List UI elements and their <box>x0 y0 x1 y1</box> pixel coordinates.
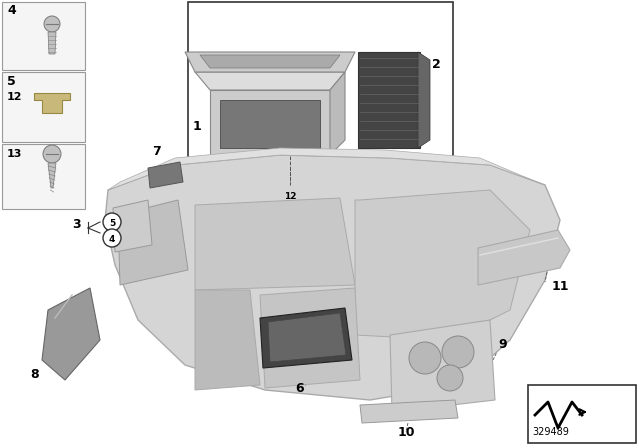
Polygon shape <box>200 55 340 68</box>
Bar <box>188 2 453 167</box>
Polygon shape <box>330 72 345 155</box>
Text: 5: 5 <box>109 219 115 228</box>
Polygon shape <box>355 190 530 340</box>
Bar <box>528 385 636 443</box>
Polygon shape <box>195 198 355 290</box>
Polygon shape <box>195 72 345 90</box>
Text: 13: 13 <box>7 149 22 159</box>
Text: 10: 10 <box>398 426 415 439</box>
Circle shape <box>437 365 463 391</box>
Circle shape <box>409 342 441 374</box>
Polygon shape <box>260 308 352 368</box>
Bar <box>2 2 85 70</box>
Text: 8: 8 <box>30 368 38 381</box>
Polygon shape <box>358 52 420 148</box>
Polygon shape <box>105 155 560 400</box>
Text: 1: 1 <box>193 120 202 133</box>
Polygon shape <box>390 320 495 412</box>
Text: 329489: 329489 <box>532 427 569 437</box>
Bar <box>2 144 85 209</box>
Polygon shape <box>418 52 430 148</box>
Circle shape <box>278 210 302 234</box>
Polygon shape <box>34 93 70 113</box>
Text: 13: 13 <box>284 219 296 228</box>
Circle shape <box>43 145 61 163</box>
Polygon shape <box>220 100 320 148</box>
Polygon shape <box>210 90 330 155</box>
Circle shape <box>103 229 121 247</box>
Circle shape <box>442 336 474 368</box>
Polygon shape <box>478 230 570 285</box>
Text: 12: 12 <box>7 92 22 102</box>
Text: 2: 2 <box>432 58 441 71</box>
Polygon shape <box>42 288 100 380</box>
Text: 4: 4 <box>109 234 115 244</box>
Circle shape <box>44 16 60 32</box>
Polygon shape <box>148 162 183 188</box>
Text: 6: 6 <box>295 382 303 395</box>
Polygon shape <box>113 200 152 252</box>
Polygon shape <box>48 163 56 188</box>
Text: 11: 11 <box>552 280 570 293</box>
Text: 4: 4 <box>7 4 16 17</box>
Polygon shape <box>360 400 458 423</box>
Polygon shape <box>268 313 346 362</box>
Text: 3: 3 <box>72 218 81 231</box>
Text: 9: 9 <box>498 338 507 351</box>
Text: 12: 12 <box>284 191 296 201</box>
Text: 5: 5 <box>7 75 16 88</box>
Polygon shape <box>185 52 355 72</box>
Circle shape <box>103 213 121 231</box>
Circle shape <box>278 183 302 207</box>
Bar <box>2 72 85 142</box>
Polygon shape <box>260 288 360 388</box>
Polygon shape <box>48 32 56 54</box>
Polygon shape <box>118 200 188 285</box>
Polygon shape <box>195 290 260 390</box>
Text: 7: 7 <box>152 145 161 158</box>
Polygon shape <box>108 148 545 190</box>
